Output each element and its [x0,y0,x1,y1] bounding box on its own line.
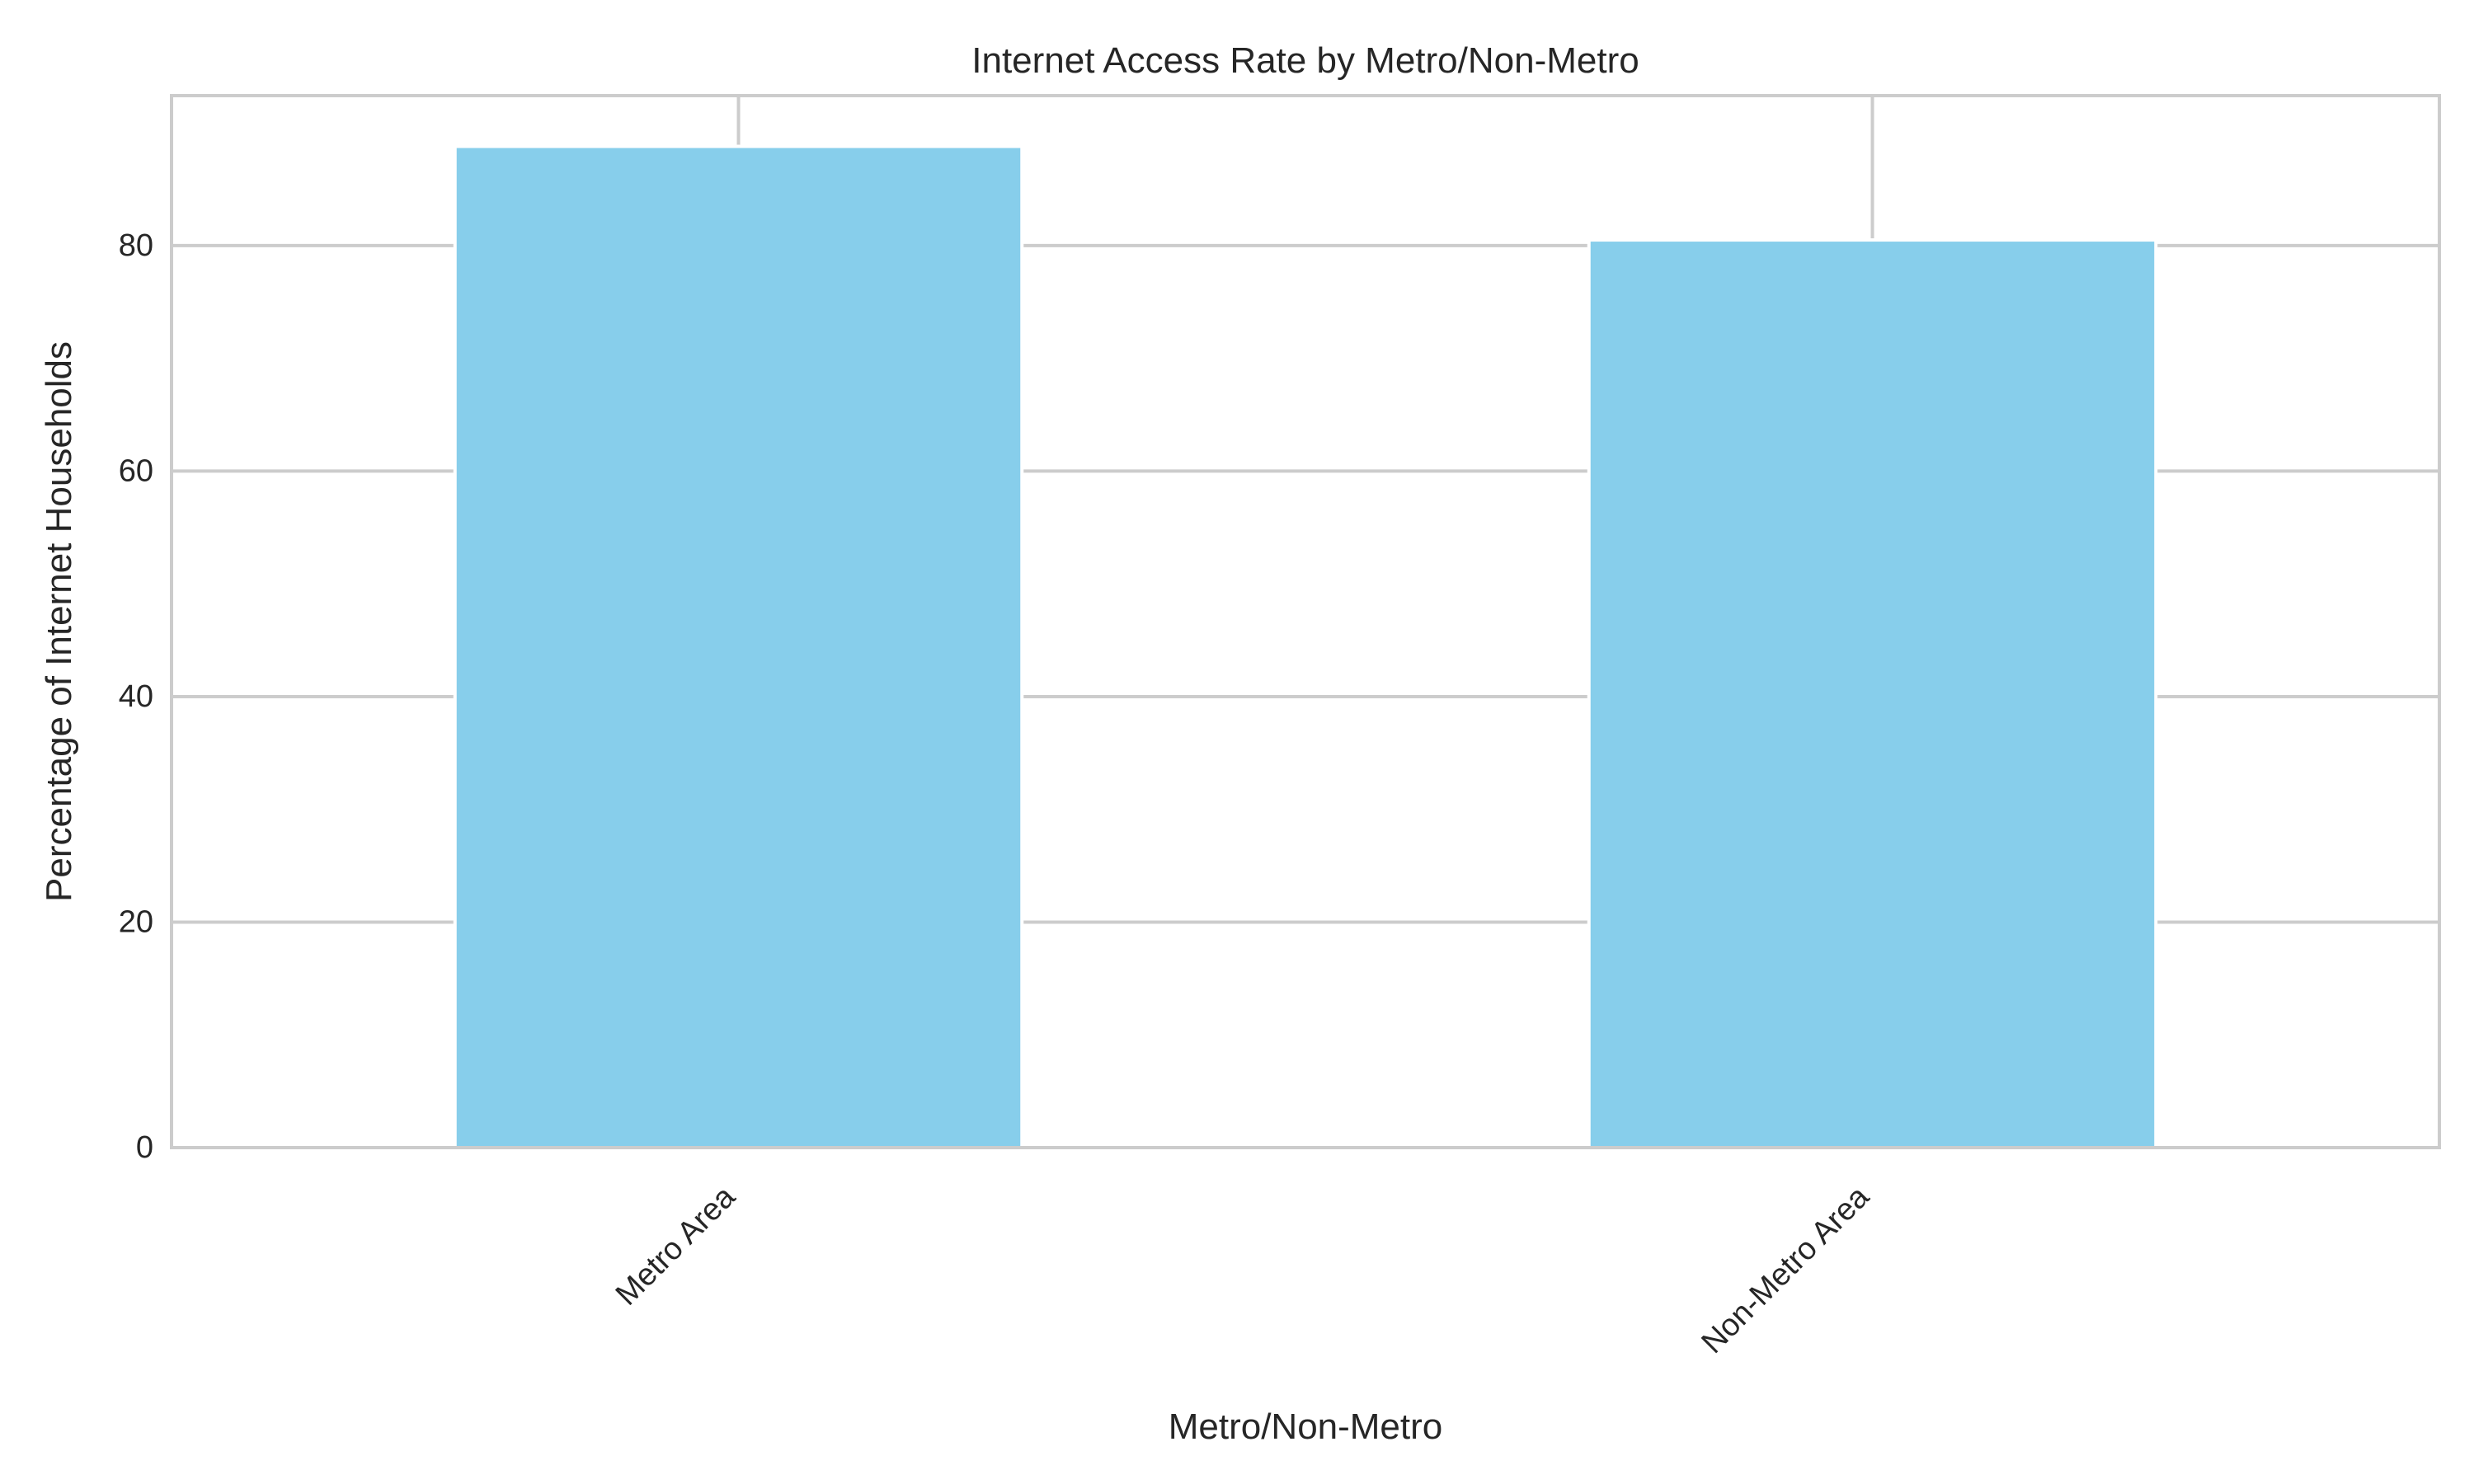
bars [453,144,2158,1150]
y-axis-label: Percentage of Internet Households [39,341,79,902]
y-axis-ticks: 0 20 40 60 80 [119,228,153,1165]
x-axis-ticks: Metro Area Non-Metro Area [609,1179,1877,1360]
y-tick-label-4: 80 [119,228,153,263]
y-tick-label-1: 20 [119,904,153,939]
x-tick-label-1: Non-Metro Area [1695,1179,1876,1360]
y-tick-label-2: 40 [119,679,153,714]
y-tick-label-0: 0 [136,1130,153,1165]
x-axis-label: Metro/Non-Metro [1169,1407,1443,1447]
bar-non-metro-area [1587,238,2158,1150]
plot-frame [170,94,2441,1149]
y-tick-label-3: 60 [119,453,153,488]
bar-metro-area [453,144,1024,1149]
x-tick-label-0: Metro Area [609,1179,743,1313]
chart-title: Internet Access Rate by Metro/Non-Metro [971,40,1639,81]
